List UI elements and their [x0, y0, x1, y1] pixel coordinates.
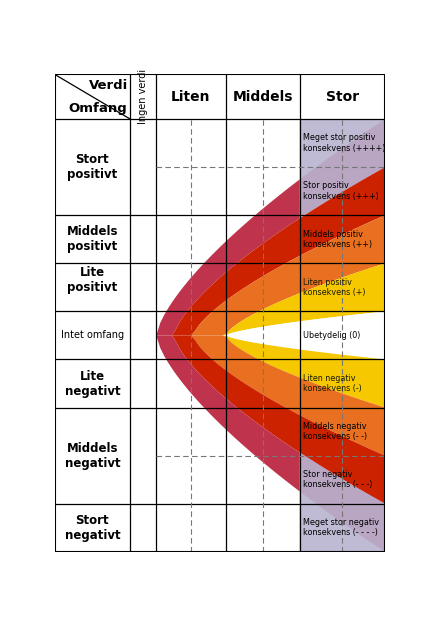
Text: Middels negativ
konsekvens (- -): Middels negativ konsekvens (- -)	[302, 422, 367, 441]
Text: Liten positiv
konsekvens (+): Liten positiv konsekvens (+)	[302, 278, 365, 297]
Text: Middels
positivt: Middels positivt	[66, 225, 118, 253]
Text: Verdi: Verdi	[89, 79, 129, 92]
Text: Stort
positivt: Stort positivt	[67, 153, 118, 181]
Polygon shape	[299, 119, 385, 218]
Text: Middels positiv
konsekvens (++): Middels positiv konsekvens (++)	[302, 229, 372, 249]
Text: Lite
negativt: Lite negativt	[65, 370, 120, 397]
Text: Meget stor negativ
konsekvens (- - - -): Meget stor negativ konsekvens (- - - -)	[302, 518, 379, 538]
Text: Middels: Middels	[233, 90, 293, 104]
Text: Omfang: Omfang	[68, 102, 127, 115]
Text: Lite
positivt: Lite positivt	[67, 266, 118, 294]
Polygon shape	[156, 335, 385, 407]
Text: Liten: Liten	[171, 90, 211, 104]
Polygon shape	[156, 335, 385, 552]
Text: Stor: Stor	[326, 90, 359, 104]
Polygon shape	[156, 119, 385, 335]
Text: Stor negativ
konsekvens (- - -): Stor negativ konsekvens (- - -)	[302, 470, 372, 489]
Text: Liten negativ
konsekvens (-): Liten negativ konsekvens (-)	[302, 374, 361, 393]
Text: Ingen verdi: Ingen verdi	[138, 69, 148, 124]
Polygon shape	[156, 335, 385, 503]
Text: Intet omfang: Intet omfang	[61, 330, 124, 340]
Polygon shape	[156, 167, 385, 335]
Polygon shape	[156, 335, 385, 456]
Text: Stort
negativt: Stort negativt	[65, 514, 120, 542]
Text: Middels
negativt: Middels negativt	[65, 441, 120, 469]
Polygon shape	[156, 264, 385, 335]
Text: Ubetydelig (0): Ubetydelig (0)	[302, 331, 360, 340]
Text: Stor positiv
konsekvens (+++): Stor positiv konsekvens (+++)	[302, 182, 378, 201]
Polygon shape	[156, 215, 385, 335]
Polygon shape	[156, 311, 385, 360]
Polygon shape	[299, 453, 385, 552]
Text: Meget stor positiv
konsekvens (++++): Meget stor positiv konsekvens (++++)	[302, 133, 385, 153]
Bar	[130, 119, 156, 552]
